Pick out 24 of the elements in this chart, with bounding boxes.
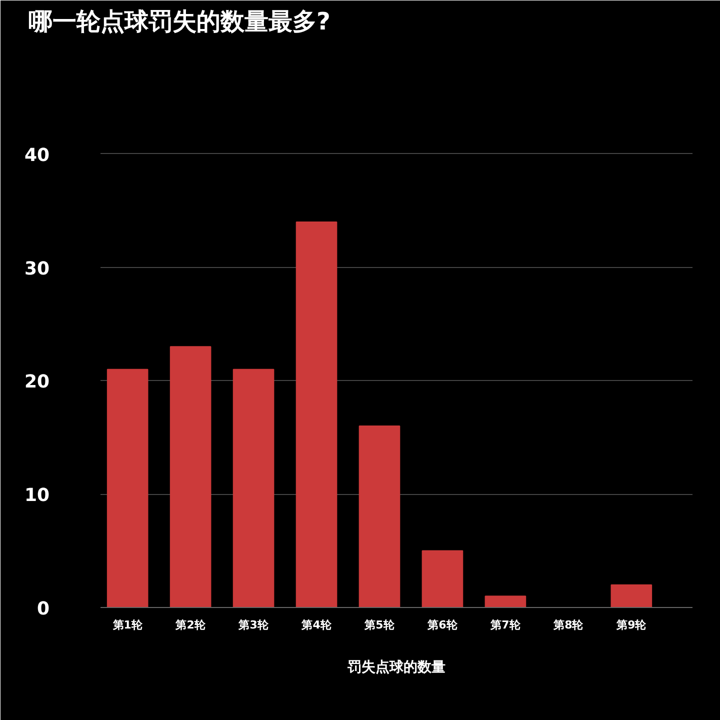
y-tick-label: 20 bbox=[24, 372, 50, 393]
x-tick-label: 第2轮 bbox=[174, 618, 206, 632]
y-tick-label: 0 bbox=[36, 598, 50, 620]
bar bbox=[232, 368, 274, 608]
x-tick-label: 第5轮 bbox=[364, 618, 396, 632]
x-tick-label: 第4轮 bbox=[300, 618, 332, 632]
x-tick-label: 第8轮 bbox=[552, 618, 584, 632]
chart-title: 哪一轮点球罚失的数量最多? bbox=[28, 8, 330, 36]
x-tick-label: 第1轮 bbox=[112, 618, 144, 632]
bar bbox=[358, 426, 400, 608]
y-tick-label: 10 bbox=[24, 485, 50, 506]
bar bbox=[484, 596, 526, 608]
bar bbox=[422, 550, 464, 608]
x-axis-title: 罚失点球的数量 bbox=[346, 660, 446, 676]
x-tick-label: 第6轮 bbox=[426, 618, 458, 632]
x-tick-label: 第3轮 bbox=[238, 618, 270, 632]
bar bbox=[296, 221, 338, 608]
y-tick-label: 30 bbox=[24, 258, 50, 280]
x-tick-label: 第7轮 bbox=[490, 618, 522, 632]
y-tick-label: 40 bbox=[24, 144, 50, 166]
bar bbox=[610, 584, 652, 608]
bar bbox=[170, 346, 212, 608]
bar bbox=[106, 368, 148, 608]
x-tick-label: 第9轮 bbox=[616, 618, 648, 632]
